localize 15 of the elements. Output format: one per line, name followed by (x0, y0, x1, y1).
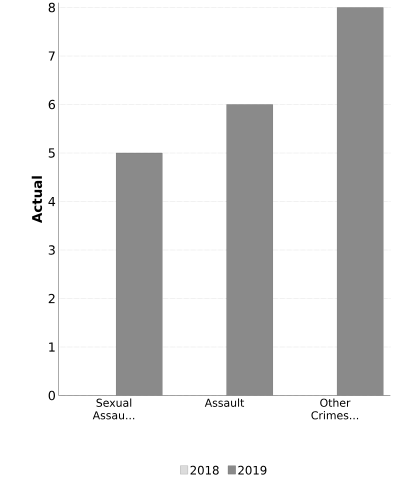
y-tick-label: 4 (48, 196, 56, 206)
y-tick-label: 5 (48, 148, 55, 158)
x-tick-label: Other Crimes... (312, 398, 358, 420)
y-tick-label: 7 (49, 51, 55, 61)
y-tick-label: 1 (49, 342, 55, 352)
legend-label: 2019 (238, 466, 267, 475)
y-tick-label: 8 (48, 2, 56, 12)
legend-label: 2018 (190, 466, 219, 475)
x-tick-label: Sexual Assau... (92, 398, 134, 420)
y-axis-title: Actual (32, 176, 42, 223)
x-tick-label: Assault (204, 398, 244, 407)
y-tick-label: 6 (48, 100, 56, 110)
y-tick-label: 3 (48, 245, 55, 255)
y-tick-label: 0 (48, 390, 56, 400)
y-tick-label: 2 (48, 294, 55, 304)
